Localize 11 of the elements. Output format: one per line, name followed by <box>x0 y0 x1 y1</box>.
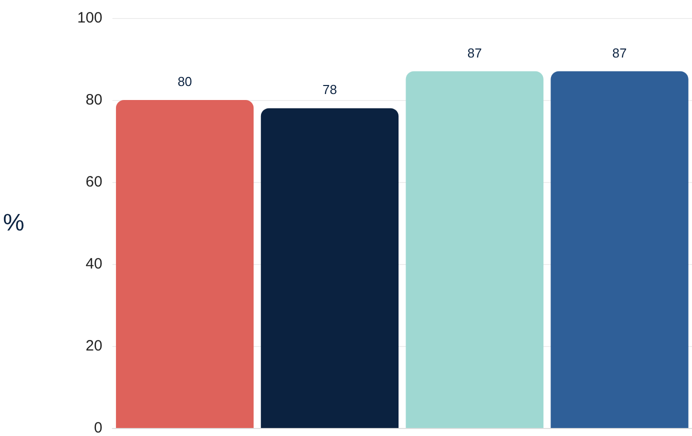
data-label: 78 <box>322 82 337 98</box>
data-label: 87 <box>467 45 482 60</box>
y-tick-label: 60 <box>86 174 102 190</box>
y-tick-label: 0 <box>94 420 102 436</box>
y-axis-title: % <box>2 210 24 236</box>
y-tick-label: 100 <box>77 10 102 26</box>
data-label: 80 <box>178 74 192 89</box>
y-tick-label: 20 <box>86 338 102 354</box>
y-tick-label: 80 <box>86 92 102 108</box>
data-label: 87 <box>612 45 627 60</box>
y-tick-label: 40 <box>86 256 102 272</box>
